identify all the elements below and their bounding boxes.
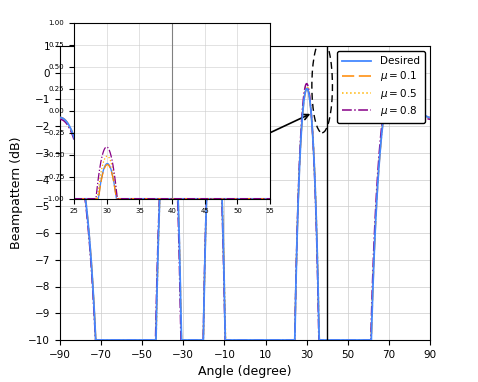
Y-axis label: Beampattern (dB): Beampattern (dB) (10, 137, 22, 249)
$\mu=0.8$ (393, 68, 399, 73)
$\mu=0.1$ (295, 194, 301, 199)
Line: $\mu=0.5$: $\mu=0.5$ (60, 74, 430, 340)
$\mu=0.5$ (427, 116, 433, 121)
$\mu=0.1$ (250, 338, 255, 342)
$\mu=0.5$ (250, 338, 255, 342)
$\mu=0.5$ (93, 338, 98, 342)
$\mu=0.1$ (57, 115, 63, 120)
$\mu=0.1$ (328, 338, 334, 342)
$\mu=0.8$ (58, 117, 64, 121)
$\mu=0.1$ (58, 115, 64, 120)
$\mu=0.5$ (295, 190, 301, 194)
$\mu=0.5$ (399, 74, 405, 79)
$\mu=0.8$ (93, 338, 98, 342)
X-axis label: Angle (degree): Angle (degree) (198, 365, 292, 378)
Desired (179, 338, 185, 342)
$\mu=0.8$ (427, 117, 433, 121)
Desired (295, 194, 301, 198)
$\mu=0.8$ (295, 187, 301, 192)
Desired (58, 115, 64, 120)
Desired (399, 73, 405, 78)
$\mu=0.8$ (57, 117, 63, 121)
$\mu=0.1$ (394, 70, 400, 75)
$\mu=0.8$ (250, 338, 255, 342)
Desired (250, 338, 255, 342)
$\mu=0.1$ (179, 338, 185, 342)
Line: $\mu=0.1$: $\mu=0.1$ (60, 73, 430, 340)
Desired (394, 70, 400, 75)
Line: Desired: Desired (60, 73, 430, 340)
$\mu=0.5$ (58, 116, 64, 121)
Desired (328, 338, 334, 342)
$\mu=0.1$ (427, 115, 433, 120)
Desired (57, 115, 63, 120)
$\mu=0.1$ (93, 338, 98, 342)
Desired (427, 115, 433, 120)
$\mu=0.8$ (328, 338, 334, 342)
$\mu=0.5$ (179, 338, 185, 342)
Line: $\mu=0.8$: $\mu=0.8$ (60, 70, 430, 340)
Legend: Desired, $\mu=0.1$, $\mu=0.5$, $\mu=0.8$: Desired, $\mu=0.1$, $\mu=0.5$, $\mu=0.8$ (337, 51, 425, 123)
$\mu=0.5$ (57, 116, 63, 121)
$\mu=0.5$ (394, 71, 400, 76)
Desired (93, 338, 98, 342)
$\mu=0.8$ (399, 73, 405, 77)
$\mu=0.8$ (179, 338, 185, 342)
$\mu=0.5$ (328, 338, 334, 342)
$\mu=0.1$ (399, 73, 405, 78)
